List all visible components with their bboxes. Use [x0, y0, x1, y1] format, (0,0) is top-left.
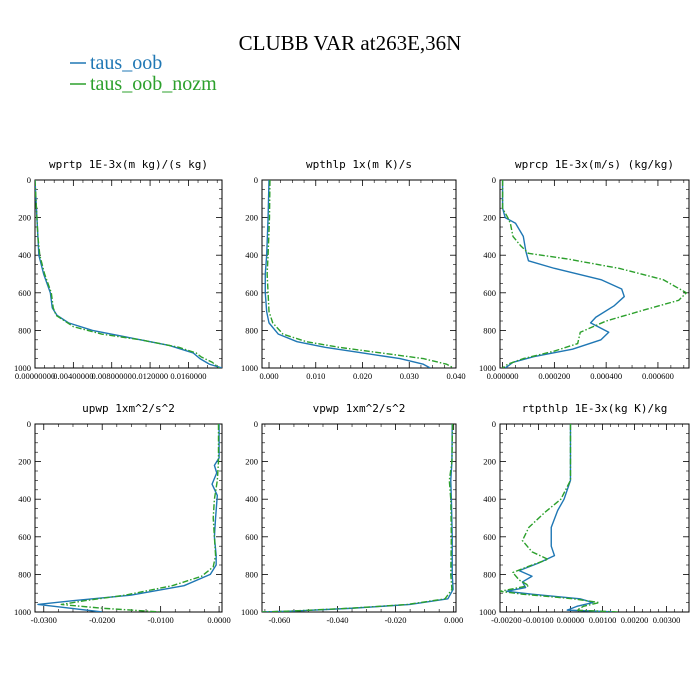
x-tick-label: 0.020: [353, 371, 372, 381]
x-tick-label: 0.00800000: [92, 371, 132, 381]
x-tick-label: -0.0100: [148, 615, 174, 625]
y-tick-label: 1000: [479, 607, 496, 617]
series-line-taus-oob-nozm: [60, 424, 220, 612]
y-tick-label: 0: [492, 175, 496, 185]
panel-title: wprtp 1E-3x(m kg)/(s kg): [49, 158, 208, 171]
y-tick-label: 1000: [479, 363, 496, 373]
x-tick-label: 0.00000: [557, 615, 585, 625]
series-line-taus-oob-nozm: [500, 424, 619, 612]
y-tick-label: 200: [18, 213, 31, 223]
y-tick-label: 600: [483, 532, 496, 542]
y-tick-label: 1000: [14, 607, 31, 617]
y-tick-label: 800: [483, 569, 496, 579]
y-tick-label: 1000: [241, 363, 258, 373]
y-tick-label: 200: [483, 457, 496, 467]
x-tick-label: 0.00100: [589, 615, 617, 625]
y-tick-label: 400: [483, 250, 496, 260]
series-line-taus-oob-nozm: [35, 180, 220, 368]
y-tick-label: 1000: [241, 607, 258, 617]
y-tick-label: 200: [245, 457, 258, 467]
x-tick-label: 0.000: [259, 371, 278, 381]
y-tick-label: 600: [245, 532, 258, 542]
y-tick-label: 1000: [14, 363, 31, 373]
x-tick-label: 0.0120000: [132, 371, 168, 381]
y-tick-label: 800: [483, 325, 496, 335]
y-tick-label: 600: [483, 288, 496, 298]
series-line-taus-oob: [35, 180, 222, 368]
series-line-taus-oob: [505, 424, 616, 612]
figure-title: CLUBB VAR at263E,36N: [239, 31, 462, 55]
y-tick-label: 800: [245, 325, 258, 335]
x-tick-label: -0.00200: [491, 615, 521, 625]
series-line-taus-oob-nozm: [266, 180, 454, 368]
plot-frame: [499, 423, 690, 613]
x-tick-label: -0.020: [385, 615, 407, 625]
x-tick-label: 0.00200: [621, 615, 649, 625]
y-tick-label: 400: [18, 494, 31, 504]
panel-5: rtpthlp 1E-3x(kg K)/kg02004006008001000-…: [479, 402, 690, 625]
x-tick-label: 0.00300: [653, 615, 681, 625]
x-tick-label: 0.00400000: [53, 371, 93, 381]
y-tick-label: 400: [483, 494, 496, 504]
y-tick-label: 400: [245, 250, 258, 260]
x-tick-label: 0.00000000: [15, 371, 55, 381]
plot-frame: [34, 423, 223, 613]
plot-frame: [261, 423, 457, 613]
series-line-taus-oob: [264, 180, 431, 368]
plot-frame: [499, 179, 690, 369]
panel-3: upwp 1xm^2/s^2 0 200 400 600 800 1000-0.0300 -0…: [14, 402, 231, 625]
y-tick-label: 800: [245, 569, 258, 579]
panel-title: upwp 1xm^2/s^2: [82, 402, 175, 415]
y-tick-label: 0: [254, 175, 258, 185]
panel-title: wprcp 1E-3x(m/s) (kg/kg): [515, 158, 674, 171]
y-tick-label: 800: [18, 325, 31, 335]
x-tick-label: 0.000600: [642, 371, 674, 381]
series-line-taus-oob-nozm: [262, 424, 454, 612]
x-tick-label: -0.040: [327, 615, 349, 625]
y-tick-label: 0: [27, 419, 31, 429]
x-tick-label: 0.000400: [590, 371, 622, 381]
panel-2: wprcp 1E-3x(m/s) (kg/kg) 0 200 400 600 800 100…: [479, 158, 690, 381]
plot-frame: [34, 179, 223, 369]
panel-0: wprtp 1E-3x(m kg)/(s kg) 0 200 400 600 800 100…: [14, 158, 223, 381]
x-tick-label: 0.030: [400, 371, 419, 381]
y-tick-label: 200: [245, 213, 258, 223]
legend: taus_oob taus_oob_nozm: [70, 52, 217, 95]
y-tick-label: 400: [245, 494, 258, 504]
y-tick-label: 800: [18, 569, 31, 579]
y-tick-label: 400: [18, 250, 31, 260]
series-line-taus-oob: [501, 180, 625, 368]
x-tick-label: 0.0000: [207, 615, 230, 625]
series-line-taus-oob: [262, 424, 454, 612]
x-tick-label: -0.00100: [523, 615, 553, 625]
panel-title: vpwp 1xm^2/s^2: [313, 402, 406, 415]
panels: wprtp 1E-3x(m kg)/(s kg) 0 200 400 600 800 100…: [14, 158, 690, 625]
panel-title: rtpthlp 1E-3x(kg K)/kg: [522, 402, 668, 415]
x-tick-label: 0.000000: [487, 371, 519, 381]
y-tick-label: 200: [483, 213, 496, 223]
panel-title: wpthlp 1x(m K)/s: [306, 158, 412, 171]
y-tick-label: 600: [18, 532, 31, 542]
y-tick-label: 600: [245, 288, 258, 298]
x-tick-label: -0.0300: [31, 615, 57, 625]
x-tick-label: 0.000: [444, 615, 463, 625]
x-tick-label: 0.040: [446, 371, 465, 381]
y-tick-label: 600: [18, 288, 31, 298]
y-tick-label: 0: [27, 175, 31, 185]
series-line-taus-oob-nozm: [501, 180, 688, 368]
x-tick-label: -0.060: [268, 615, 290, 625]
y-tick-label: 200: [18, 457, 31, 467]
x-tick-label: -0.0200: [89, 615, 115, 625]
x-tick-label: 0.000200: [538, 371, 570, 381]
y-tick-label: 0: [254, 419, 258, 429]
x-tick-label: 0.010: [306, 371, 325, 381]
panel-4: vpwp 1xm^2/s^2 0 200 400 600 800 1000 -0.060 -0.…: [241, 402, 463, 625]
x-tick-label: 0.0160000: [170, 371, 206, 381]
legend-label-taus-oob: taus_oob: [90, 52, 162, 74]
legend-label-taus-oob-nozm: taus_oob_nozm: [90, 73, 217, 95]
series-line-taus-oob: [37, 424, 220, 612]
y-tick-label: 0: [492, 419, 496, 429]
